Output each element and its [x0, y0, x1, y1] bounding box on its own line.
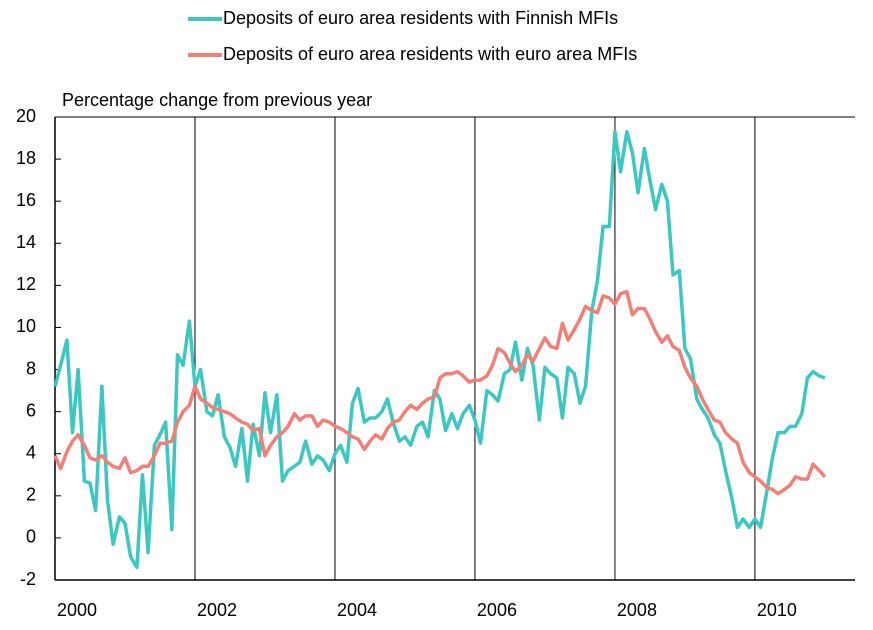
y-tick-label: 6: [26, 400, 36, 420]
y-tick-label: 12: [16, 274, 36, 294]
y-tick-label: 20: [16, 106, 36, 126]
x-tick-label: 2004: [337, 600, 377, 620]
x-tick-label: 2008: [617, 600, 657, 620]
legend-label: Deposits of euro area residents with eur…: [223, 44, 637, 64]
x-tick-label: 2002: [197, 600, 237, 620]
y-tick-label: 14: [16, 232, 36, 252]
y-tick-label: 16: [16, 190, 36, 210]
x-tick-label: 2010: [757, 600, 797, 620]
y-tick-label: 10: [16, 316, 36, 336]
y-tick-label: 8: [26, 358, 36, 378]
y-tick-label: -2: [20, 569, 36, 589]
y-tick-label: 4: [26, 442, 36, 462]
series-line: [53, 129, 826, 570]
y-tick-label: 2: [26, 485, 36, 505]
x-tick-label: 2000: [57, 600, 97, 620]
y-axis-label: Percentage change from previous year: [62, 90, 372, 110]
x-tick-label: 2006: [477, 600, 517, 620]
y-tick-label: 0: [26, 527, 36, 547]
series-line: [53, 289, 827, 496]
legend-label: Deposits of euro area residents with Fin…: [223, 8, 618, 28]
y-tick-label: 18: [16, 148, 36, 168]
